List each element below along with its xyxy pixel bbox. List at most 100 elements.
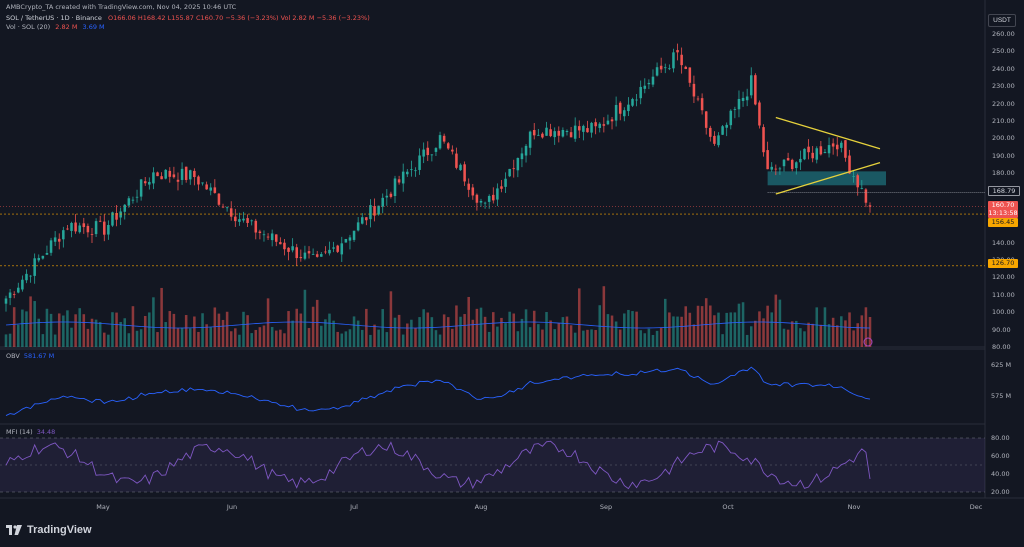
- volume-bar: [856, 323, 859, 347]
- candle-body: [131, 199, 135, 201]
- candle-body: [324, 251, 327, 253]
- volume-bar: [561, 317, 565, 347]
- grid-lines: [0, 0, 1024, 499]
- volume-bar: [172, 313, 176, 347]
- candle-body: [786, 158, 790, 161]
- candle-body: [647, 82, 651, 85]
- volume-bar: [393, 317, 397, 347]
- volume-bar: [504, 323, 507, 347]
- volume-bar: [221, 319, 225, 347]
- candle-body: [336, 245, 339, 252]
- candle-body: [17, 287, 20, 293]
- volume-bar: [201, 313, 204, 347]
- candle-body: [770, 166, 773, 170]
- volume-bar: [401, 334, 405, 347]
- volume-bar: [680, 316, 683, 347]
- candle-body: [463, 164, 466, 182]
- candle-body: [315, 254, 319, 257]
- price-levels: [0, 192, 985, 267]
- candle-body: [795, 162, 798, 169]
- candle-body: [266, 236, 270, 238]
- candle-body: [598, 123, 602, 128]
- volume-bar: [590, 329, 593, 347]
- volume-bar: [12, 307, 16, 347]
- candle-body: [418, 155, 421, 170]
- volume-bar: [86, 328, 90, 347]
- candle-body: [426, 147, 430, 156]
- volume-bar: [320, 325, 323, 347]
- candle-body: [344, 238, 348, 243]
- volume-bar: [557, 323, 561, 347]
- candle-body: [270, 233, 274, 241]
- mfi-axis-60: 60.00: [991, 452, 1010, 460]
- price-axis-label: 260.00: [992, 30, 1015, 38]
- candle-body: [778, 168, 782, 170]
- symbol-name[interactable]: SOL / TetherUS · 1D · Binance: [6, 14, 102, 22]
- candle-body: [762, 127, 765, 153]
- mfi-pane[interactable]: [0, 437, 985, 493]
- candle-body: [98, 220, 102, 222]
- candle-body: [668, 68, 671, 70]
- candle-body: [197, 176, 200, 185]
- triangle-pattern[interactable]: [775, 116, 881, 347]
- tradingview-logo[interactable]: TradingView: [6, 524, 92, 536]
- candle-body: [635, 99, 638, 101]
- obv-label[interactable]: OBV: [6, 352, 20, 360]
- candle-body: [790, 159, 794, 170]
- volume-bar: [831, 317, 835, 347]
- volume-bar: [500, 317, 503, 347]
- candle-body: [643, 85, 647, 89]
- candle-body: [516, 157, 520, 171]
- volume-bar: [492, 312, 495, 347]
- triangle-upper-line: [775, 116, 881, 150]
- volume-bar: [21, 309, 24, 347]
- candle-body: [291, 246, 294, 251]
- volume-bar: [356, 320, 360, 347]
- candle-body: [573, 125, 577, 139]
- obv-value: 581.67 M: [23, 352, 55, 360]
- candle-body: [33, 258, 36, 276]
- volume-bar: [700, 306, 704, 347]
- candle-body: [139, 179, 143, 197]
- volume-bar: [582, 330, 585, 347]
- candle-body: [459, 164, 462, 171]
- currency-button[interactable]: USDT: [988, 14, 1016, 27]
- obv-pane[interactable]: [5, 366, 871, 416]
- volume-bar: [602, 286, 606, 347]
- mfi-axis-80: 80.00: [991, 434, 1010, 442]
- volume-bar: [442, 314, 446, 347]
- volume-bar: [627, 309, 630, 347]
- month-sep: Sep: [599, 503, 613, 511]
- volume-bar: [795, 320, 798, 347]
- volume-bar: [520, 318, 524, 347]
- volume-bar: [807, 322, 810, 347]
- candle-body: [45, 252, 49, 255]
- candle-body: [733, 109, 737, 110]
- candle-body: [143, 181, 147, 184]
- volume-bar: [180, 327, 184, 347]
- price-axis-label: 120.00: [992, 273, 1015, 282]
- volume-bar: [651, 334, 655, 347]
- volume-bar: [721, 334, 724, 347]
- price-axis-label: 110.00: [992, 290, 1015, 299]
- volume-bar: [373, 324, 376, 347]
- volume-label[interactable]: Vol · SOL (20): [6, 23, 51, 31]
- volume-bar: [45, 308, 49, 347]
- candle-body: [799, 158, 802, 163]
- candle-body: [782, 159, 786, 167]
- candlesticks[interactable]: [4, 43, 872, 312]
- volume-bar: [78, 308, 81, 347]
- volume-bar: [758, 311, 761, 347]
- candle-body: [397, 179, 401, 183]
- candle-body: [37, 257, 41, 261]
- volume-bar: [528, 327, 532, 347]
- mfi-label[interactable]: MFI (14): [6, 428, 33, 436]
- candle-body: [565, 130, 569, 132]
- candle-body: [754, 75, 757, 105]
- candle-body: [168, 170, 172, 177]
- volume-bar: [348, 329, 352, 347]
- volume-bar: [360, 329, 364, 347]
- mfi-legend: MFI (14) 34.48: [6, 428, 55, 436]
- volume-bar: [508, 311, 511, 347]
